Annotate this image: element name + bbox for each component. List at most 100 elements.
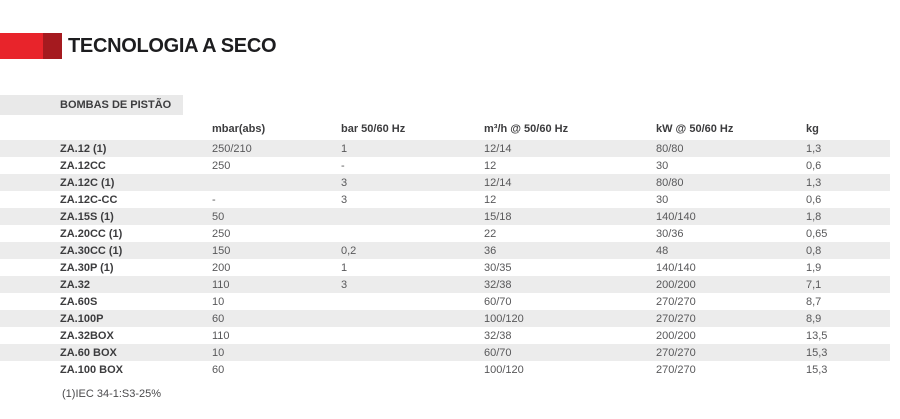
brand-accent-light-segment	[0, 33, 43, 59]
model-cell: ZA.20CC (1)	[60, 227, 123, 240]
kw-cell: 30	[656, 159, 669, 172]
table-row: ZA.12CC 250 - 12 30 0,6	[0, 157, 890, 174]
model-cell: ZA.60 BOX	[60, 346, 117, 359]
bar-cell: 3	[341, 278, 348, 291]
table-row: ZA.32BOX 110 32/38 200/200 13,5	[0, 327, 890, 344]
table-row: ZA.20CC (1) 250 22 30/36 0,65	[0, 225, 890, 242]
table-row: ZA.60S 10 60/70 270/270 8,7	[0, 293, 890, 310]
mbar_abs-cell: 110	[212, 278, 230, 291]
mbar_abs-cell: 60	[212, 363, 225, 376]
column-header: bar 50/60 Hz	[341, 118, 484, 140]
kg-cell: 15,3	[806, 363, 828, 376]
pump-spec-table: mbar(abs) bar 50/60 Hz m³/h @ 50/60 Hz kW @…	[0, 118, 890, 378]
model-cell: ZA.12C (1)	[60, 176, 115, 189]
model-cell: ZA.60S	[60, 295, 98, 308]
model-cell: ZA.100 BOX	[60, 363, 123, 376]
table-row: ZA.60 BOX 10 60/70 270/270 15,3	[0, 344, 890, 361]
model-cell: ZA.15S (1)	[60, 210, 114, 223]
table-body: ZA.12 (1) 250/210 1 12/14 80/80 1,3 ZA.12CC 250…	[0, 140, 890, 378]
bar-cell: 3	[341, 193, 348, 206]
table-row: ZA.32 110 3 32/38 200/200 7,1	[0, 276, 890, 293]
m3h-cell: 30/35	[484, 261, 512, 274]
table-row: ZA.30P (1) 200 1 30/35 140/140 1,9	[0, 259, 890, 276]
m3h-cell: 32/38	[484, 278, 512, 291]
m3h-cell: 36	[484, 244, 497, 257]
kw-cell: 48	[656, 244, 669, 257]
section-title: BOMBAS DE PISTÃO	[60, 99, 172, 111]
kw-cell: 80/80	[656, 176, 684, 189]
table-row: ZA.100 BOX 60 100/120 270/270 15,3	[0, 361, 890, 378]
mbar_abs-cell: 150	[212, 244, 231, 257]
kg-cell: 1,9	[806, 261, 822, 274]
kg-cell: 1,3	[806, 142, 822, 155]
kg-cell: 0,65	[806, 227, 828, 240]
column-header: m³/h @ 50/60 Hz	[484, 118, 656, 140]
kg-cell: 1,3	[806, 176, 822, 189]
bar-cell	[341, 225, 484, 242]
bar-cell	[341, 208, 484, 225]
brand-accent-dark-segment	[43, 33, 62, 59]
section-header: BOMBAS DE PISTÃO	[0, 95, 183, 115]
bar-cell	[341, 293, 484, 310]
column-header: kW @ 50/60 Hz	[656, 118, 806, 140]
model-cell: ZA.100P	[60, 312, 104, 325]
mbar_abs-cell: 10	[212, 346, 225, 359]
bar-cell: 3	[341, 176, 348, 189]
bar-cell	[341, 344, 484, 361]
table-row: ZA.12C-CC - 3 12 30 0,6	[0, 191, 890, 208]
kw-cell: 270/270	[656, 346, 696, 359]
kg-cell: 8,7	[806, 295, 822, 308]
table-row: ZA.15S (1) 50 15/18 140/140 1,8	[0, 208, 890, 225]
kw-cell: 200/200	[656, 329, 696, 342]
table-header-row: mbar(abs) bar 50/60 Hz m³/h @ 50/60 Hz kW @…	[0, 118, 890, 140]
model-cell: ZA.12CC	[60, 159, 106, 172]
kw-cell: 140/140	[656, 210, 696, 223]
bar-cell: 1	[341, 261, 348, 274]
bar-cell: 1	[341, 142, 348, 155]
m3h-cell: 15/18	[484, 210, 512, 223]
table-row: ZA.12 (1) 250/210 1 12/14 80/80 1,3	[0, 140, 890, 157]
kg-cell: 0,6	[806, 193, 822, 206]
kw-cell: 270/270	[656, 363, 696, 376]
m3h-cell: 22	[484, 227, 497, 240]
kw-cell: 30/36	[656, 227, 684, 240]
mbar_abs-cell: 50	[212, 210, 225, 223]
page-title: TECNOLOGIA A SECO	[68, 35, 277, 57]
column-header	[0, 118, 212, 140]
m3h-cell: 100/120	[484, 312, 524, 325]
table-row: ZA.30CC (1) 150 0,2 36 48 0,8	[0, 242, 890, 259]
mbar_abs-cell: 250	[212, 159, 231, 172]
mbar_abs-cell: -	[212, 193, 216, 206]
kg-cell: 13,5	[806, 329, 828, 342]
column-header: mbar(abs)	[212, 118, 341, 140]
bar-cell	[341, 327, 484, 344]
model-cell: ZA.30P (1)	[60, 261, 114, 274]
kw-cell: 80/80	[656, 142, 684, 155]
model-cell: ZA.32	[60, 278, 90, 291]
m3h-cell: 12/14	[484, 142, 512, 155]
table-row: ZA.12C (1) 3 12/14 80/80 1,3	[0, 174, 890, 191]
m3h-cell: 32/38	[484, 329, 512, 342]
m3h-cell: 12	[484, 159, 497, 172]
mbar_abs-cell: 250/210	[212, 142, 252, 155]
m3h-cell: 60/70	[484, 346, 512, 359]
kg-cell: 0,8	[806, 244, 822, 257]
kw-cell: 140/140	[656, 261, 696, 274]
bar-cell	[341, 361, 484, 378]
m3h-cell: 60/70	[484, 295, 512, 308]
mbar_abs-cell: 60	[212, 312, 225, 325]
kw-cell: 270/270	[656, 295, 696, 308]
mbar_abs-cell: 200	[212, 261, 231, 274]
m3h-cell: 12/14	[484, 176, 512, 189]
kw-cell: 30	[656, 193, 669, 206]
kg-cell: 1,8	[806, 210, 822, 223]
kg-cell: 0,6	[806, 159, 822, 172]
bar-cell: -	[341, 159, 345, 172]
model-cell: ZA.12C-CC	[60, 193, 118, 206]
footnote: (1)IEC 34-1:S3-25%	[62, 388, 162, 400]
mbar_abs-cell: 10	[212, 295, 225, 308]
column-header: kg	[806, 118, 890, 140]
kg-cell: 8,9	[806, 312, 822, 325]
brand-accent-bar	[0, 33, 62, 59]
